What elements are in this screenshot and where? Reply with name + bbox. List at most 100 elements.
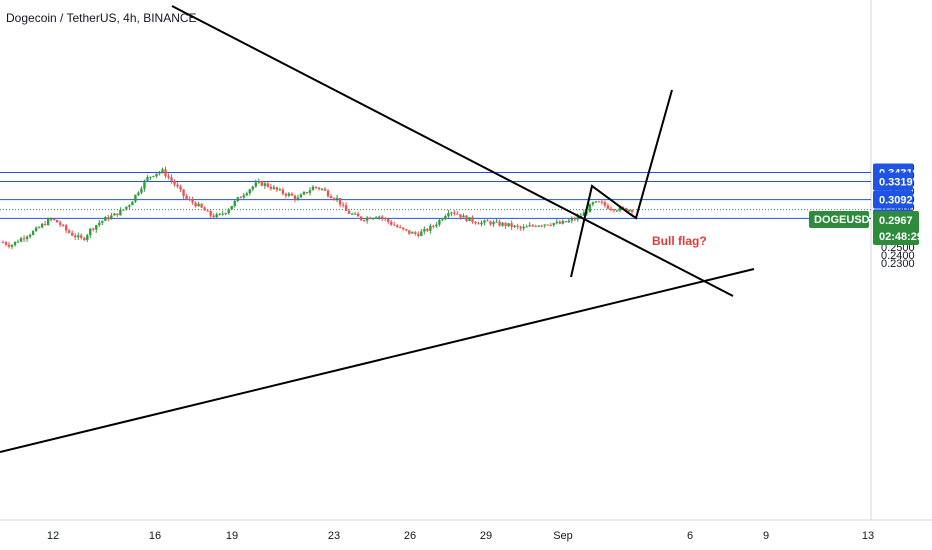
candle-body [441,219,444,221]
candle-body [531,225,534,227]
candle-body [134,194,137,202]
candle-body [197,203,200,207]
candle-body [540,225,543,227]
candle-body [86,235,89,240]
candle-body [80,235,83,238]
flag-projection-path [570,89,673,278]
candle-body [227,209,230,214]
candle-body [335,198,339,200]
candle-body [71,232,74,236]
candle-body [516,225,519,227]
candle-body [459,214,462,218]
candle-body [287,193,291,196]
candle-body [576,216,580,220]
candle-body [549,225,552,227]
candle-body [37,227,41,229]
candle-body [522,226,525,229]
candle-body [191,199,194,203]
candle-body [528,225,531,227]
symbol-tag-label: DOGEUSDT [814,214,877,226]
candle-body [257,181,261,183]
candle-body [278,189,282,191]
candle-body [281,189,285,194]
x-tick-label: 23 [328,530,340,542]
candle-body [552,223,555,226]
candle-body [594,201,598,203]
countdown-label: 02:48:29 [879,231,923,243]
candle-body [411,232,414,234]
level-tag-label: 0.3092 [879,195,913,207]
candle-body [164,169,167,177]
level-tag-box [873,190,913,209]
x-tick-label: Sep [553,530,573,542]
candle-body [588,204,592,213]
bull-flag-note: Bull flag? [652,234,707,248]
candle-body [125,206,128,210]
symbol-tag-box [809,211,869,228]
candle-body [573,218,577,220]
candle-body [417,233,420,236]
candle-body [362,220,366,222]
candle-body [591,202,595,205]
candle-body [74,235,77,238]
candle-body [420,231,423,236]
candle-body [399,227,402,229]
candle-body [323,188,327,191]
candle-body [423,229,426,232]
candle-body [22,238,26,240]
bull-flag-drawing [570,89,673,278]
candle-body [116,213,119,216]
candle-body [365,217,369,221]
candle-body [624,208,628,212]
candle-body [296,197,300,200]
candle-body [609,208,613,210]
candle-body [537,225,540,227]
candle-body [122,209,125,211]
candle-body [173,180,176,185]
candle-body [266,183,270,187]
candle-body [384,218,387,220]
candle-body [456,213,459,215]
candle-body [28,234,32,237]
x-tick-label: 16 [149,530,161,542]
candle-body [260,181,264,186]
candle-body [224,213,227,215]
candle-body [393,224,396,226]
candle-body [353,213,357,215]
candle-body [128,205,131,207]
last-price-tag: DOGEUSDT 0.2967 02:48:29 [809,211,923,245]
candle-body [618,207,622,211]
candle-body [570,218,574,221]
candle-body [182,189,185,196]
candle-body [149,176,152,178]
candle-body [555,221,558,224]
candle-body [546,224,549,226]
candle-body [167,176,170,178]
candle-body [432,225,435,227]
candle-body [65,225,68,231]
x-tick-label: 29 [480,530,492,542]
candle-body [483,220,486,223]
candle-body [119,209,122,216]
candle-body [49,218,53,220]
candle-body [341,204,345,206]
candle-body [543,224,546,226]
candle-body [242,195,245,198]
candle-body [326,190,330,197]
x-tick-label: 9 [763,530,769,542]
candle-body [212,215,215,218]
candle-body [209,210,212,216]
candle-body [615,210,619,212]
candle-body [320,188,324,190]
candle-body [621,207,625,209]
x-tick-label: 6 [687,530,693,542]
candle-body [46,219,50,225]
candle-body [374,217,378,219]
candle-body [221,213,224,215]
candle-body [356,213,360,217]
candle-body [161,169,164,173]
candle-body [561,221,564,224]
candle-body [414,232,417,234]
last-price-tag-box [873,211,919,245]
candle-body [248,189,251,194]
